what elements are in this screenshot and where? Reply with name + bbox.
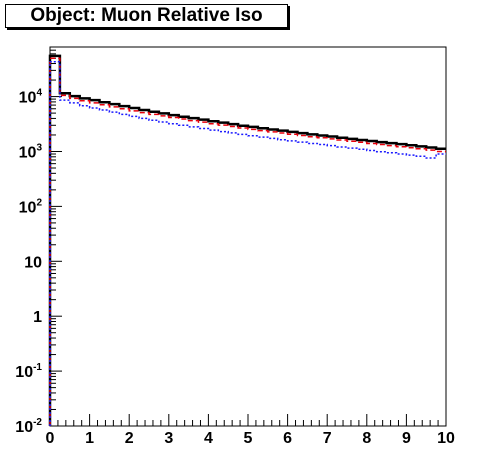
plot-frame <box>49 46 447 427</box>
series-0-histogram <box>48 54 446 426</box>
chart-title: Object: Muon Relative Iso <box>5 4 288 28</box>
x-tick-label: 0 <box>46 430 55 447</box>
x-tick-label: 6 <box>283 430 292 447</box>
y-tick-label: 104 <box>19 88 43 107</box>
x-tick-label: 1 <box>85 430 94 447</box>
series-1-histogram <box>49 57 446 426</box>
y-tick-label: 10-1 <box>15 362 42 381</box>
series-2-histogram <box>49 61 446 426</box>
x-tick-label: 3 <box>164 430 173 447</box>
x-tick-label: 2 <box>125 430 134 447</box>
x-tick-label: 4 <box>204 430 213 447</box>
y-tick-label: 102 <box>19 197 43 216</box>
y-tick-label: 1 <box>33 309 42 326</box>
x-tick-label: 8 <box>362 430 371 447</box>
x-tick-label: 5 <box>244 430 253 447</box>
y-tick-label: 103 <box>19 142 43 161</box>
y-tick-label: 10 <box>24 254 42 271</box>
x-tick-label: 7 <box>323 430 332 447</box>
x-tick-label: 10 <box>437 430 455 447</box>
y-tick-label: 10-2 <box>15 417 42 436</box>
x-tick-label: 9 <box>402 430 411 447</box>
